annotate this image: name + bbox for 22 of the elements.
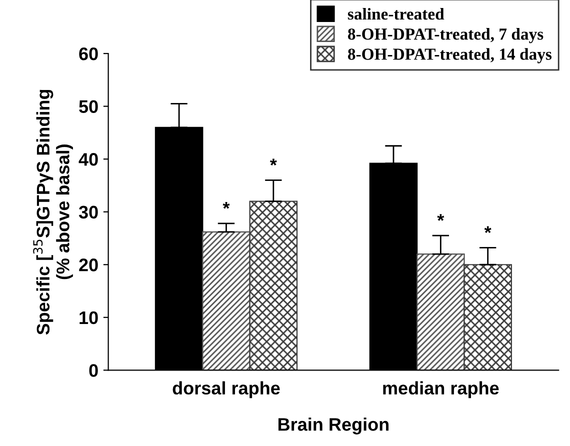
annotation: * (270, 158, 277, 166)
y-tick-label: 50 (79, 100, 98, 114)
y-tick-label: 60 (79, 47, 98, 60)
bar (202, 231, 250, 370)
y-tick-label: 20 (79, 258, 98, 272)
annotation: * (484, 226, 492, 234)
bar (464, 264, 512, 370)
y-tick-label: 10 (80, 311, 98, 324)
y-tick-label: 40 (78, 153, 98, 166)
legend-label: 8-OH-DPAT-treated, 7 days (348, 28, 544, 44)
y-tick-label: 30 (78, 206, 98, 219)
x-axis-title: Brain Region (278, 418, 389, 434)
legend-label: saline-treated (348, 8, 444, 20)
bar (416, 254, 465, 370)
bar (249, 200, 298, 370)
y-axis-title: Specific [$^{35}$S]GTPγS Binding (% above basal) (33, 90, 73, 335)
legend-label: 8-OH-DPAT-treated, 14 days (348, 48, 552, 64)
annotation: * (437, 214, 444, 221)
y-tick-label: 0 (89, 364, 98, 377)
x-tick-label: median raphe (383, 381, 499, 398)
annotation: * (222, 202, 230, 209)
x-tick-label: dorsal raphe (172, 381, 280, 398)
